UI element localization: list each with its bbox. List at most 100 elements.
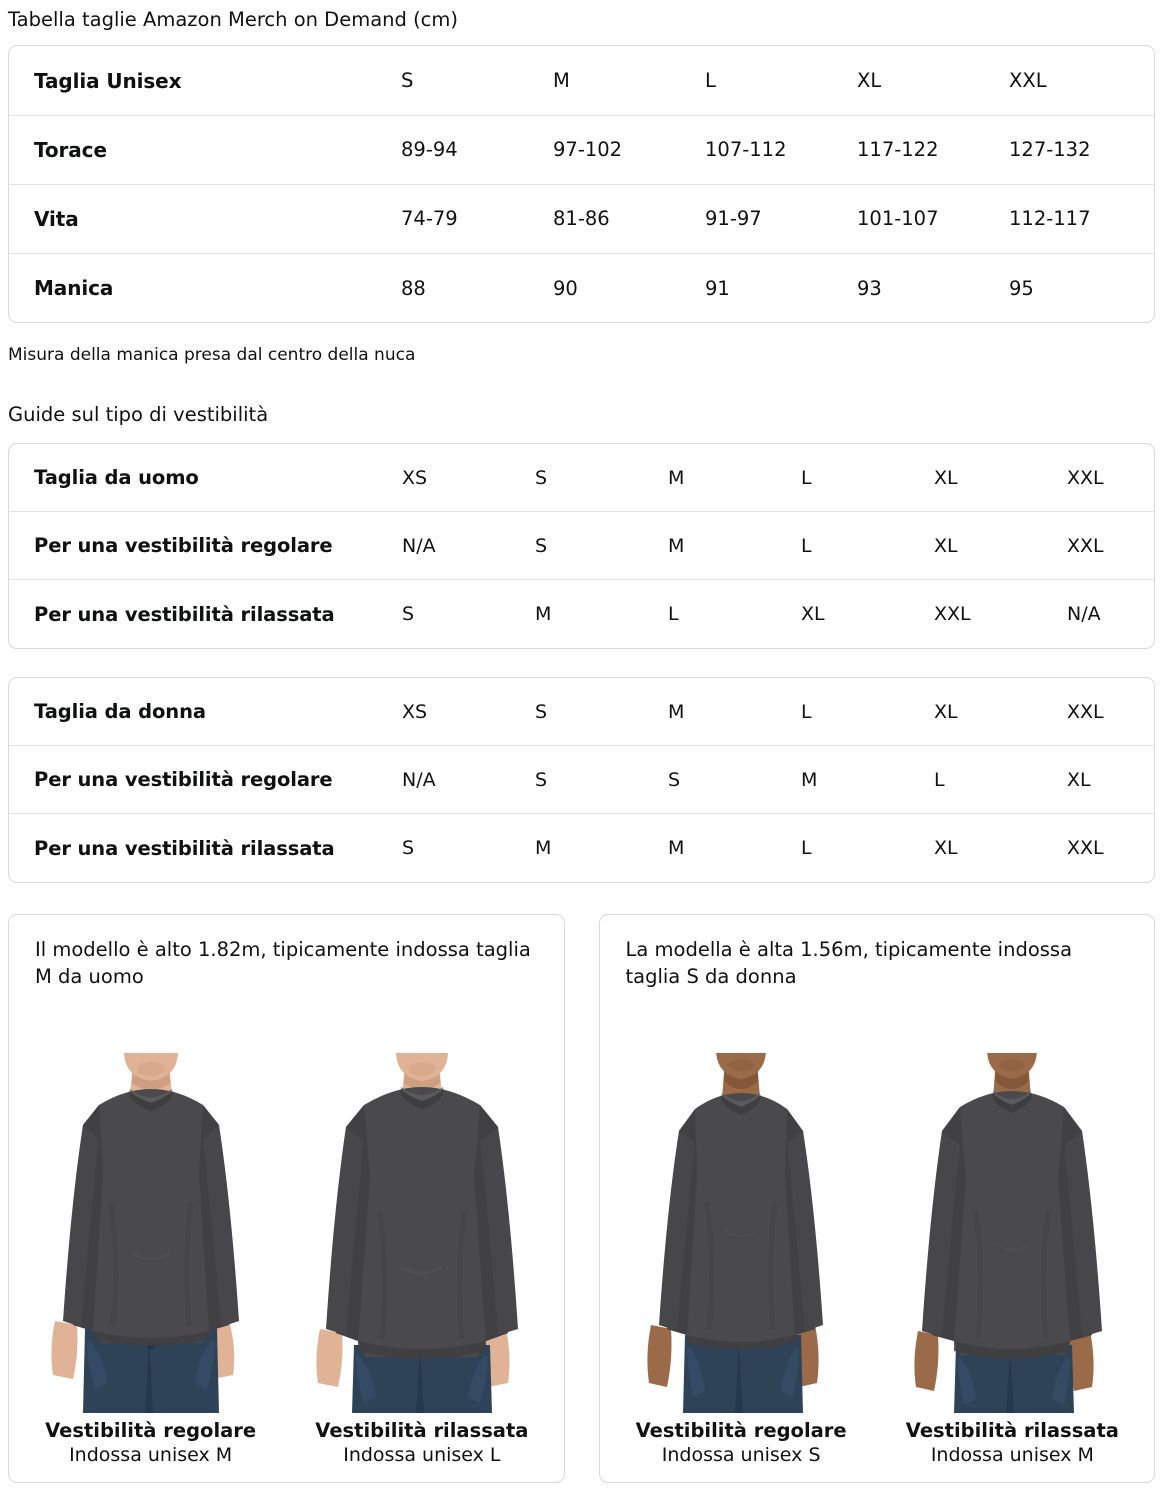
female-relaxed-photo xyxy=(877,1052,1148,1413)
cell-vita-xl: 101-107 xyxy=(857,183,1009,254)
cell-manica-xl: 93 xyxy=(857,252,1009,323)
cell-manica-l: 91 xyxy=(705,252,857,323)
womens-header-xl: XL xyxy=(934,700,958,723)
row-label-manica: Manica xyxy=(9,252,401,323)
table-row: Manica 88 90 91 93 95 xyxy=(9,252,1154,323)
mens-regular-m: M xyxy=(668,511,801,580)
cell-torace-l: 107-112 xyxy=(705,114,857,185)
table-row: Per una vestibilità rilassata S M M L XL… xyxy=(9,813,1154,882)
cell-manica-s: 88 xyxy=(401,252,553,323)
male-relaxed-fit-figure: Vestibilità rilassata Indossa unisex L xyxy=(286,1052,557,1482)
womens-header-l: L xyxy=(801,700,812,723)
table-header-row: Taglia da donna XS S M L XL XXL xyxy=(9,678,1154,746)
male-model-relaxed-fit-illustration xyxy=(303,1052,540,1413)
row-label-vita: Vita xyxy=(9,183,401,254)
female-figures: Vestibilità regolare Indossa unisex S xyxy=(600,1009,1155,1482)
column-header-label: Taglia Unisex xyxy=(34,68,182,93)
mens-relaxed-m: L xyxy=(668,579,801,648)
mens-header-l: L xyxy=(801,466,812,489)
mens-regular-xl: XL xyxy=(934,511,1067,580)
cell-torace-s: 89-94 xyxy=(401,114,553,185)
womens-fit-table: Taglia da donna XS S M L XL XXL Per una … xyxy=(9,678,1154,882)
womens-header-m: M xyxy=(668,700,685,723)
womens-regular-xxl: XL xyxy=(1067,745,1154,814)
mens-relaxed-xl: XXL xyxy=(934,579,1067,648)
column-header-womens-size: Taglia da donna xyxy=(34,700,206,724)
female-regular-caption: Vestibilità regolare Indossa unisex S xyxy=(606,1413,877,1482)
column-header-xl: XL xyxy=(857,69,882,93)
mens-relaxed-xs: S xyxy=(402,579,535,648)
male-model-regular-fit-illustration xyxy=(32,1052,269,1413)
column-header-mens-size: Taglia da uomo xyxy=(34,466,199,490)
sleeve-measurement-note: Misura della manica presa dal centro del… xyxy=(8,345,416,366)
mens-regular-l: L xyxy=(801,511,934,580)
womens-header-xs: XS xyxy=(402,700,428,723)
mens-relaxed-l: XL xyxy=(801,579,934,648)
column-header-s: S xyxy=(401,69,414,93)
womens-regular-xl: L xyxy=(934,745,1067,814)
male-regular-fit-label: Vestibilità regolare xyxy=(45,1418,257,1442)
table-header-row: Taglia Unisex S M L XL XXL xyxy=(9,46,1154,115)
womens-header-xxl: XXL xyxy=(1067,700,1104,723)
male-relaxed-caption: Vestibilità rilassata Indossa unisex L xyxy=(286,1413,557,1482)
mens-regular-xxl: XXL xyxy=(1067,511,1154,580)
womens-fit-table-card: Taglia da donna XS S M L XL XXL Per una … xyxy=(8,676,1155,883)
male-regular-fit-figure: Vestibilità regolare Indossa unisex M xyxy=(15,1052,286,1482)
cell-vita-xxl: 112-117 xyxy=(1009,183,1154,254)
model-cards-row: Il modello è alto 1.82m, tipicamente ind… xyxy=(8,913,1155,1483)
womens-regular-l: M xyxy=(801,745,934,814)
mens-fit-table-card: Taglia da uomo XS S M L XL XXL Per una v… xyxy=(8,442,1155,649)
mens-relaxed-xxl: N/A xyxy=(1067,579,1154,648)
column-header-xxl: XXL xyxy=(1009,69,1047,93)
cell-vita-s: 74-79 xyxy=(401,183,553,254)
male-regular-photo xyxy=(15,1052,286,1413)
womens-relaxed-s: M xyxy=(535,813,668,882)
female-model-card: La modella è alta 1.56m, tipicamente ind… xyxy=(598,913,1155,1483)
womens-regular-s: S xyxy=(535,745,668,814)
cell-vita-l: 91-97 xyxy=(705,183,857,254)
male-regular-wears: Indossa unisex M xyxy=(69,1444,233,1467)
cell-torace-xxl: 127-132 xyxy=(1009,114,1154,185)
mens-fit-table: Taglia da uomo XS S M L XL XXL Per una v… xyxy=(9,444,1154,648)
womens-relaxed-xs: S xyxy=(402,813,535,882)
cell-vita-m: 81-86 xyxy=(553,183,705,254)
mens-header-xl: XL xyxy=(934,466,958,489)
mens-regular-s: S xyxy=(535,511,668,580)
cell-manica-xxl: 95 xyxy=(1009,252,1154,323)
mens-header-xs: XS xyxy=(402,466,428,489)
page-title: Tabella taglie Amazon Merch on Demand (c… xyxy=(8,8,459,31)
column-header-m: M xyxy=(553,69,570,93)
table-row: Per una vestibilità rilassata S M L XL X… xyxy=(9,579,1154,648)
female-model-regular-fit-illustration xyxy=(629,1052,854,1413)
female-relaxed-fit-label: Vestibilità rilassata xyxy=(905,1418,1119,1442)
womens-header-s: S xyxy=(535,700,548,723)
female-relaxed-fit-figure: Vestibilità rilassata Indossa unisex M xyxy=(877,1052,1148,1482)
measurements-table: Taglia Unisex S M L XL XXL Torace 89-94 … xyxy=(9,46,1154,323)
womens-relaxed-l: L xyxy=(801,813,934,882)
cell-manica-m: 90 xyxy=(553,252,705,323)
female-regular-fit-figure: Vestibilità regolare Indossa unisex S xyxy=(606,1052,877,1482)
female-regular-fit-label: Vestibilità regolare xyxy=(635,1418,847,1442)
womens-relaxed-m: M xyxy=(668,813,801,882)
mens-relaxed-s: M xyxy=(535,579,668,648)
female-regular-photo xyxy=(606,1052,877,1413)
table-row: Torace 89-94 97-102 107-112 117-122 127-… xyxy=(9,114,1154,185)
female-model-relaxed-fit-illustration xyxy=(900,1052,1125,1413)
column-header-l: L xyxy=(705,69,716,93)
measurements-table-card: Taglia Unisex S M L XL XXL Torace 89-94 … xyxy=(8,45,1155,324)
table-row: Per una vestibilità regolare N/A S S M L… xyxy=(9,745,1154,814)
mens-regular-xs: N/A xyxy=(402,511,535,580)
male-model-card: Il modello è alto 1.82m, tipicamente ind… xyxy=(8,913,565,1483)
table-row: Per una vestibilità regolare N/A S M L X… xyxy=(9,511,1154,580)
female-model-blurb: La modella è alta 1.56m, tipicamente ind… xyxy=(625,937,1073,988)
womens-regular-xs: N/A xyxy=(402,745,535,814)
mens-row-label-relaxed: Per una vestibilità rilassata xyxy=(9,579,402,648)
womens-relaxed-xl: XL xyxy=(934,813,1067,882)
cell-torace-m: 97-102 xyxy=(553,114,705,185)
male-regular-caption: Vestibilità regolare Indossa unisex M xyxy=(15,1413,286,1482)
womens-relaxed-xxl: XXL xyxy=(1067,813,1154,882)
row-label-torace: Torace xyxy=(9,114,401,185)
female-relaxed-wears: Indossa unisex M xyxy=(930,1444,1094,1467)
table-header-row: Taglia da uomo XS S M L XL XXL xyxy=(9,444,1154,512)
fit-guides-title: Guide sul tipo di vestibilità xyxy=(8,403,269,427)
